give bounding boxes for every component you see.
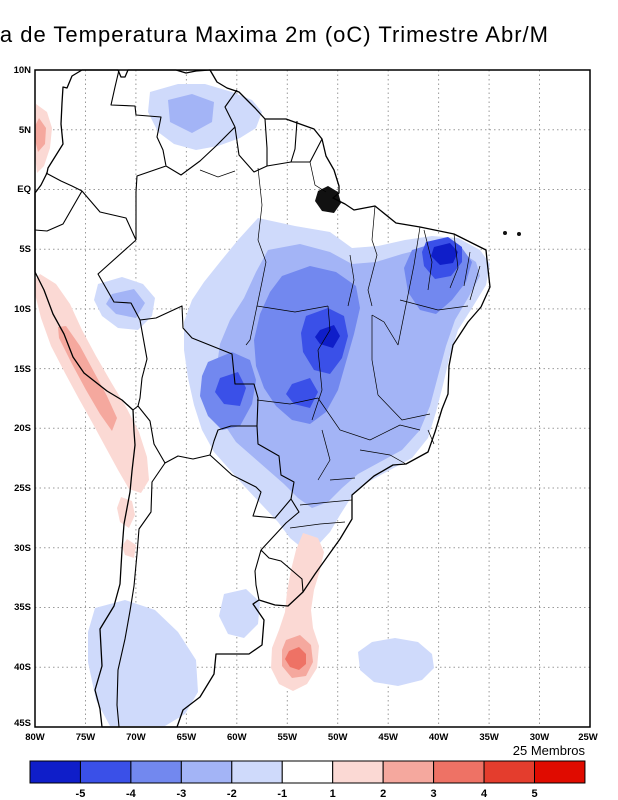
colorbar: 25 Membros -5 -4 -3 -2 -1 1 2 3 4 5 bbox=[29, 743, 586, 800]
negative-anomaly-level4-mato-grosso-core bbox=[215, 372, 246, 406]
colorbar-segment bbox=[130, 760, 182, 784]
colorbar-tick-label: 3 bbox=[431, 788, 437, 800]
lon-tick-label: 75W bbox=[76, 732, 96, 743]
negative-anomaly-level2-venezuela bbox=[168, 94, 214, 133]
anomaly-fill-contours bbox=[35, 84, 490, 726]
lat-tick-label: EQ bbox=[17, 184, 31, 195]
lon-tick-label: 30W bbox=[530, 732, 550, 743]
lon-tick-label: 45W bbox=[378, 732, 398, 743]
lat-tick-label: 15S bbox=[14, 364, 31, 375]
colorbar-tick-label: 2 bbox=[380, 788, 386, 800]
lon-tick-label: 35W bbox=[479, 732, 499, 743]
lon-tick-label: 50W bbox=[328, 732, 348, 743]
colorbar-segments bbox=[29, 760, 586, 784]
colorbar-tick-label: -3 bbox=[176, 788, 186, 800]
lon-tick-label: 25W bbox=[578, 732, 598, 743]
negative-anomaly-level1-southeast-offshore bbox=[358, 638, 434, 686]
negative-anomaly-level5-central-core bbox=[315, 325, 340, 348]
positive-anomaly-level2-peru-core bbox=[58, 326, 117, 431]
lat-tick-label: 20S bbox=[14, 423, 31, 434]
colorbar-tick-label: -5 bbox=[76, 788, 86, 800]
colorbar-segment bbox=[231, 760, 283, 784]
positive-anomaly-level1-andes-spot-b bbox=[122, 539, 136, 558]
country-borders bbox=[34, 69, 323, 728]
atol-das-rocas-dot bbox=[503, 231, 507, 235]
colorbar-segment bbox=[483, 760, 535, 784]
lat-tick-label: 5S bbox=[19, 244, 31, 255]
coastline bbox=[34, 69, 491, 728]
latitude-axis: 10N 5N EQ 5S 10S 15S 20S 25S 30S 35S 40S… bbox=[14, 65, 32, 729]
colorbar-segment bbox=[332, 760, 384, 784]
colorbar-tick-label: 5 bbox=[531, 788, 537, 800]
map-frame bbox=[34, 69, 591, 728]
lat-tick-label: 35S bbox=[14, 602, 31, 613]
fernando-de-noronha-dot bbox=[517, 232, 521, 236]
negative-anomaly-level1-patagonia bbox=[88, 600, 198, 726]
colorbar-segment bbox=[382, 760, 435, 784]
negative-anomaly-level5-northeast-core bbox=[431, 243, 458, 265]
page-title: ia de Temperatura Maxima 2m (oC) Trimest… bbox=[0, 22, 549, 47]
lon-tick-label: 55W bbox=[278, 732, 298, 743]
island-features bbox=[315, 186, 521, 236]
lon-tick-label: 70W bbox=[126, 732, 146, 743]
lat-tick-label: 10N bbox=[14, 65, 32, 76]
lat-tick-label: 40S bbox=[14, 662, 31, 673]
lat-tick-label: 5N bbox=[19, 125, 31, 136]
colorbar-segment bbox=[433, 760, 485, 784]
brazil-state-borders bbox=[199, 161, 481, 529]
lat-tick-label: 10S bbox=[14, 304, 31, 315]
colorbar-segment bbox=[281, 760, 334, 784]
colorbar-segment bbox=[29, 760, 81, 784]
negative-anomaly-level1-buenos-aires bbox=[219, 589, 260, 638]
lon-tick-label: 80W bbox=[25, 732, 45, 743]
lat-tick-label: 25S bbox=[14, 483, 31, 494]
colorbar-tick-labels: -5 -4 -3 -2 -1 1 2 3 4 5 bbox=[76, 788, 538, 800]
lat-tick-label: 45S bbox=[14, 718, 31, 729]
colorbar-segment bbox=[534, 760, 586, 784]
negative-anomaly-level4-central-core-south bbox=[286, 378, 318, 408]
members-label: 25 Membros bbox=[513, 743, 586, 758]
positive-anomaly-level2-colombia-coast bbox=[35, 118, 46, 152]
colorbar-tick-label: -4 bbox=[126, 788, 137, 800]
longitude-axis: 80W 75W 70W 65W 60W 55W 50W 45W 40W 35W … bbox=[25, 732, 598, 743]
lon-tick-label: 60W bbox=[227, 732, 247, 743]
colorbar-segment bbox=[180, 760, 233, 784]
lat-tick-label: 30S bbox=[14, 543, 31, 554]
colorbar-tick-label: -2 bbox=[227, 788, 237, 800]
colorbar-tick-label: -1 bbox=[277, 788, 287, 800]
marajo-amazon-delta bbox=[315, 186, 341, 213]
colorbar-tick-label: 4 bbox=[481, 788, 488, 800]
colorbar-tick-label: 1 bbox=[330, 788, 336, 800]
colorbar-segment bbox=[79, 760, 132, 784]
lon-tick-label: 40W bbox=[429, 732, 449, 743]
lon-tick-label: 65W bbox=[177, 732, 197, 743]
positive-anomaly-level3-south-atlantic-core bbox=[285, 647, 306, 670]
